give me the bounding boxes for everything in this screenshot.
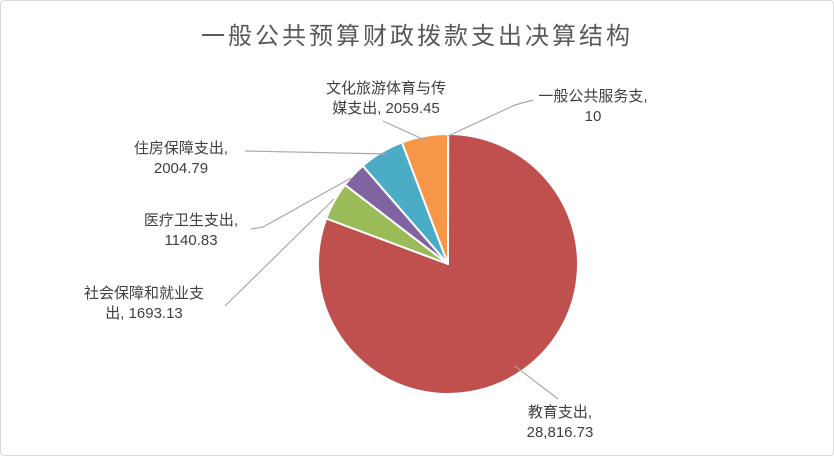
pie-slice-culture-media [400,133,449,265]
leader-housing-security [244,150,388,155]
data-label-general-public-service-name: 一般公共服务支, [538,88,648,105]
data-label-social-security-name: 社会保障和就业支 [83,285,204,302]
data-label-general-public-service-value: 10 [584,108,602,125]
data-label-education-name: 教育支出, [527,404,593,421]
data-label-housing-security-name: 住房保障支出, [133,140,229,157]
leader-general-public-service [447,99,534,137]
data-label-medical-health: 医疗卫生支出, 1140.83 [96,211,286,251]
data-label-education: 教育支出, 28,816.73 [465,403,655,443]
data-label-culture-media-value: 媒支出, 2059.45 [332,100,440,117]
leader-education [514,365,559,400]
data-label-culture-media: 文化旅游体育与传 媒支出, 2059.45 [291,79,481,119]
leader-medical-health [250,177,352,230]
data-label-social-security-value: 出, 1693.13 [105,305,183,322]
data-label-culture-media-name: 文化旅游体育与传 [325,80,446,97]
data-label-education-value: 28,816.73 [526,424,594,441]
data-label-medical-health-value: 1140.83 [164,232,218,249]
data-label-general-public-service: 一般公共服务支, 10 [498,87,688,127]
leader-lines [224,99,559,400]
data-label-housing-security: 住房保障支出, 2004.79 [86,139,276,179]
data-label-housing-security-value: 2004.79 [153,160,209,177]
leader-culture-media [382,120,428,142]
chart-title: 一般公共预算财政拨款支出决算结构 [201,23,633,50]
data-label-medical-health-name: 医疗卫生支出, [143,212,239,229]
leader-social-security [224,198,335,307]
pie-slices [316,132,579,395]
data-label-social-security: 社会保障和就业支 出, 1693.13 [49,284,239,324]
